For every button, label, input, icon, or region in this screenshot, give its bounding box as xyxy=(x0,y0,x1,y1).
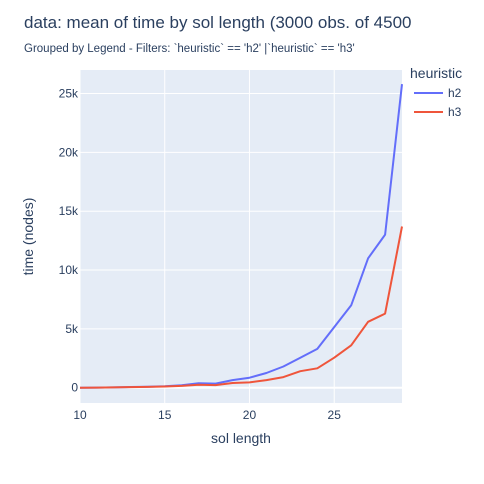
x-tick-label: 25 xyxy=(328,408,342,422)
gridlines xyxy=(79,70,402,403)
legend-item-h3[interactable]: h3 xyxy=(414,105,462,119)
y-axis-title: time (nodes) xyxy=(20,198,36,276)
y-tick-label: 10k xyxy=(59,263,79,277)
y-tick-label: 5k xyxy=(65,322,79,336)
chart-subtitle: Grouped by Legend - Filters: `heuristic`… xyxy=(24,43,355,55)
legend-label: h3 xyxy=(448,105,462,119)
legend[interactable]: heuristic h2 h3 xyxy=(410,65,462,119)
x-axis-ticks: 10 15 20 25 xyxy=(73,408,341,422)
plot-area xyxy=(80,70,402,403)
x-tick-label: 10 xyxy=(73,408,87,422)
legend-title: heuristic xyxy=(410,65,462,81)
y-axis-ticks: 0 5k 10k 15k 20k 25k xyxy=(59,87,79,395)
series-lines xyxy=(79,83,403,389)
legend-item-h2[interactable]: h2 xyxy=(414,86,462,100)
y-tick-label: 15k xyxy=(59,204,79,218)
y-tick-label: 25k xyxy=(59,87,79,101)
legend-label: h2 xyxy=(448,86,462,100)
x-tick-label: 20 xyxy=(243,408,257,422)
series-line-h3 xyxy=(79,226,403,389)
y-tick-label: 0 xyxy=(71,381,78,395)
x-axis-title: sol length xyxy=(211,430,271,446)
chart-title: data: mean of time by sol length (3000 o… xyxy=(24,13,412,32)
x-tick-label: 15 xyxy=(158,408,172,422)
y-tick-label: 20k xyxy=(59,145,79,159)
